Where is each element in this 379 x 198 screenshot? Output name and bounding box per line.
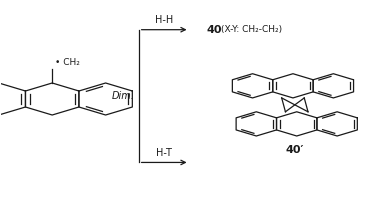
Text: 40: 40 — [207, 25, 222, 35]
Text: H-T: H-T — [156, 148, 172, 158]
Text: • CH₂: • CH₂ — [55, 58, 80, 67]
Text: 40′: 40′ — [286, 145, 304, 155]
Text: H-H: H-H — [155, 15, 173, 25]
Text: (X-Y: CH₂-CH₂): (X-Y: CH₂-CH₂) — [221, 25, 283, 34]
Text: Dim.: Dim. — [111, 91, 134, 101]
